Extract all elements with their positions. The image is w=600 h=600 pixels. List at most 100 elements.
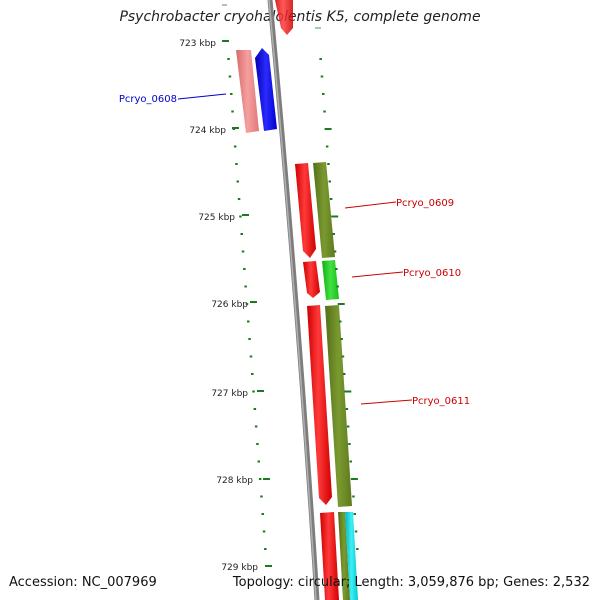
- gene-label[interactable]: Pcryo_0611: [412, 396, 470, 407]
- gene-label[interactable]: Pcryo_0610: [403, 268, 461, 279]
- gene-label[interactable]: Pcryo_0609: [396, 198, 454, 209]
- minor-tick: [350, 478, 358, 480]
- gene-partial-top[interactable]: [275, 0, 293, 35]
- genome-backbone: [267, 0, 320, 600]
- minor-tick: [249, 355, 253, 358]
- minor-tick: [247, 320, 250, 323]
- minor-tick: [230, 93, 233, 95]
- topology-text: Topology: circular; Length: 3,059,876 bp…: [232, 575, 590, 590]
- minor-tick: [245, 303, 249, 305]
- minor-tick: [323, 110, 326, 113]
- minor-tick: [340, 338, 343, 340]
- minor-tick: [332, 233, 335, 235]
- minor-tick: [232, 128, 236, 130]
- gene-pcryo-0609[interactable]: [313, 162, 335, 258]
- minor-tick: [235, 163, 238, 165]
- scale-label: 725 kbp: [198, 213, 235, 223]
- minor-tick: [248, 338, 251, 340]
- gene-label[interactable]: Pcryo_0608: [119, 94, 177, 105]
- minor-tick: [262, 530, 266, 533]
- gene-cyan-partial[interactable]: [345, 512, 358, 600]
- minor-tick: [237, 198, 241, 200]
- gene-labels: Pcryo_0608 Pcryo_0609 Pcryo_0610 Pcryo_0611: [119, 93, 470, 407]
- gene-olive-partial[interactable]: [338, 512, 350, 600]
- minor-tick: [233, 145, 237, 148]
- minor-tick: [345, 408, 349, 410]
- major-tick: [232, 127, 239, 129]
- minor-tick: [343, 373, 346, 375]
- minor-tick: [258, 478, 262, 480]
- accession-text: Accession: NC_007969: [9, 575, 157, 590]
- gene-label-leader: [344, 201, 397, 209]
- minor-tick: [252, 390, 255, 393]
- minor-tick: [257, 460, 260, 463]
- major-tick: [263, 478, 270, 480]
- scale-label: 728 kbp: [216, 476, 253, 486]
- minor-tick: [264, 548, 267, 550]
- gene-red-3[interactable]: [307, 305, 332, 505]
- minor-tick: [228, 75, 232, 78]
- minor-tick: [348, 443, 351, 445]
- minor-tick: [352, 495, 355, 498]
- minor-tick: [319, 58, 322, 60]
- minor-tick: [331, 215, 339, 218]
- gene-pcryo-0611[interactable]: [325, 305, 352, 507]
- scale-label: 726 kbp: [211, 300, 248, 310]
- scale-label: 723 kbp: [179, 39, 216, 49]
- major-tick: [222, 40, 229, 42]
- minor-tick: [328, 180, 331, 183]
- minor-tick: [251, 373, 254, 375]
- minor-tick: [354, 530, 358, 533]
- gene-red-4[interactable]: [320, 512, 339, 600]
- minor-tick: [244, 285, 247, 288]
- tick-marks: [227, 58, 359, 550]
- scale-label: 727 kbp: [211, 389, 248, 399]
- gene-label-leader: [360, 399, 413, 405]
- minor-tick: [254, 425, 258, 428]
- map-title: Psychrobacter cryohalolentis K5, complet…: [119, 9, 481, 25]
- scale-labels: 723 kbp 724 kbp 725 kbp 726 kbp 727 kbp 728 k…: [179, 39, 272, 573]
- minor-tick: [227, 58, 230, 60]
- minor-tick: [346, 425, 350, 428]
- gene-red-1[interactable]: [295, 163, 316, 258]
- gene-pcryo-0608[interactable]: [236, 50, 259, 133]
- minor-tick: [325, 145, 329, 148]
- tick-mark: [222, 4, 227, 6]
- minor-tick: [236, 180, 239, 183]
- minor-tick: [335, 268, 338, 270]
- minor-tick: [320, 75, 324, 78]
- minor-tick: [329, 198, 333, 200]
- minor-tick: [327, 163, 330, 165]
- minor-tick: [336, 285, 339, 288]
- minor-tick: [324, 128, 332, 130]
- gene-label-leader: [351, 271, 404, 278]
- minor-tick: [337, 303, 345, 305]
- major-tick: [257, 390, 264, 392]
- minor-tick: [231, 110, 234, 113]
- major-tick: [250, 301, 257, 303]
- minor-tick: [344, 390, 352, 393]
- minor-tick: [253, 408, 257, 410]
- backbone-highlight: [268, 0, 317, 600]
- gene-label-leader: [177, 93, 227, 100]
- minor-tick: [241, 250, 245, 253]
- tick-mark: [315, 27, 321, 29]
- minor-tick: [260, 495, 263, 498]
- minor-tick: [256, 443, 259, 445]
- scale-label: 724 kbp: [189, 126, 226, 136]
- minor-tick: [341, 355, 345, 358]
- gene-pcryo-0610[interactable]: [322, 260, 339, 300]
- minor-tick: [239, 215, 242, 218]
- major-tick: [242, 214, 249, 216]
- minor-tick: [339, 320, 342, 323]
- minor-tick: [261, 513, 264, 515]
- gene-pcryo-0607[interactable]: [255, 48, 277, 131]
- minor-tick: [243, 268, 246, 270]
- gene-red-2[interactable]: [303, 261, 320, 298]
- minor-tick: [322, 93, 325, 95]
- scale-label: 729 kbp: [221, 563, 258, 573]
- minor-tick: [353, 513, 356, 515]
- major-tick: [265, 565, 272, 567]
- minor-tick: [240, 233, 243, 235]
